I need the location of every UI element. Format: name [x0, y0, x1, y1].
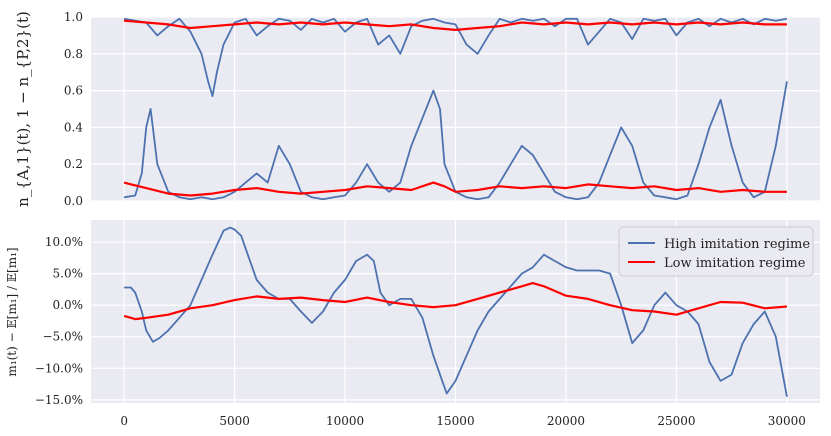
top-series-line-0 — [123, 81, 788, 201]
legend-label-low-imitation: Low imitation regime — [664, 256, 806, 271]
bottom-y-tick-label: −10.0% — [35, 361, 83, 375]
x-tick-label: 10000 — [326, 414, 364, 428]
top-series-line-2 — [123, 181, 787, 197]
x-tick-label: 25000 — [657, 414, 695, 428]
top-series-line-1 — [123, 17, 788, 97]
top-series-group — [123, 17, 788, 201]
top-y-tick-label: 1.0 — [64, 10, 83, 24]
bottom-series-line-1 — [123, 282, 787, 321]
top-y-tick-label: 0.8 — [64, 47, 83, 61]
bottom-y-tick-label: 0.0% — [53, 298, 84, 312]
top-series-line-3 — [124, 19, 787, 31]
bottom-y-tick-label: −15.0% — [35, 393, 83, 407]
bottom-y-tick-labels: −15.0% −10.0% −5.0% 0.0% 5.0% 10.0% — [35, 235, 83, 407]
top-gridlines — [91, 16, 820, 202]
top-panel: 0.0 0.2 0.4 0.6 0.8 1.0 n_{A,1}(t), 1 − n_{P,… — [14, 10, 820, 208]
legend: High imitation regime Low imitation regi… — [618, 226, 814, 277]
x-tick-label: 0 — [120, 414, 128, 428]
top-y-tick-label: 0.0 — [64, 194, 83, 208]
bottom-y-tick-label: −5.0% — [42, 330, 83, 344]
top-y-tick-label: 0.2 — [64, 157, 83, 171]
legend-box — [618, 226, 814, 277]
top-y-tick-label: 0.6 — [64, 84, 83, 98]
bottom-series-group — [123, 226, 788, 397]
bottom-y-tick-label: 10.0% — [45, 235, 83, 249]
bottom-y-axis-label: m₁(t) − 𝔼[m₁] / 𝔼[m₁] — [5, 247, 19, 376]
bottom-y-tick-label: 5.0% — [53, 267, 84, 281]
x-tick-label: 15000 — [436, 414, 474, 428]
x-tick-labels: 0 5000 10000 15000 20000 25000 30000 — [120, 414, 806, 428]
top-y-tick-labels: 0.0 0.2 0.4 0.6 0.8 1.0 — [64, 10, 83, 208]
x-tick-label: 30000 — [768, 414, 806, 428]
bottom-panel: −15.0% −10.0% −5.0% 0.0% 5.0% 10.0% 0 5000 1000… — [5, 220, 820, 428]
legend-label-high-imitation: High imitation regime — [664, 237, 810, 252]
top-y-axis-label: n_{A,1}(t), 1 − n_{P,2}(t) — [14, 11, 32, 207]
top-y-tick-label: 0.4 — [64, 120, 83, 134]
bottom-series-line-0 — [124, 226, 788, 397]
x-tick-label: 5000 — [219, 414, 250, 428]
x-tick-label: 20000 — [547, 414, 585, 428]
